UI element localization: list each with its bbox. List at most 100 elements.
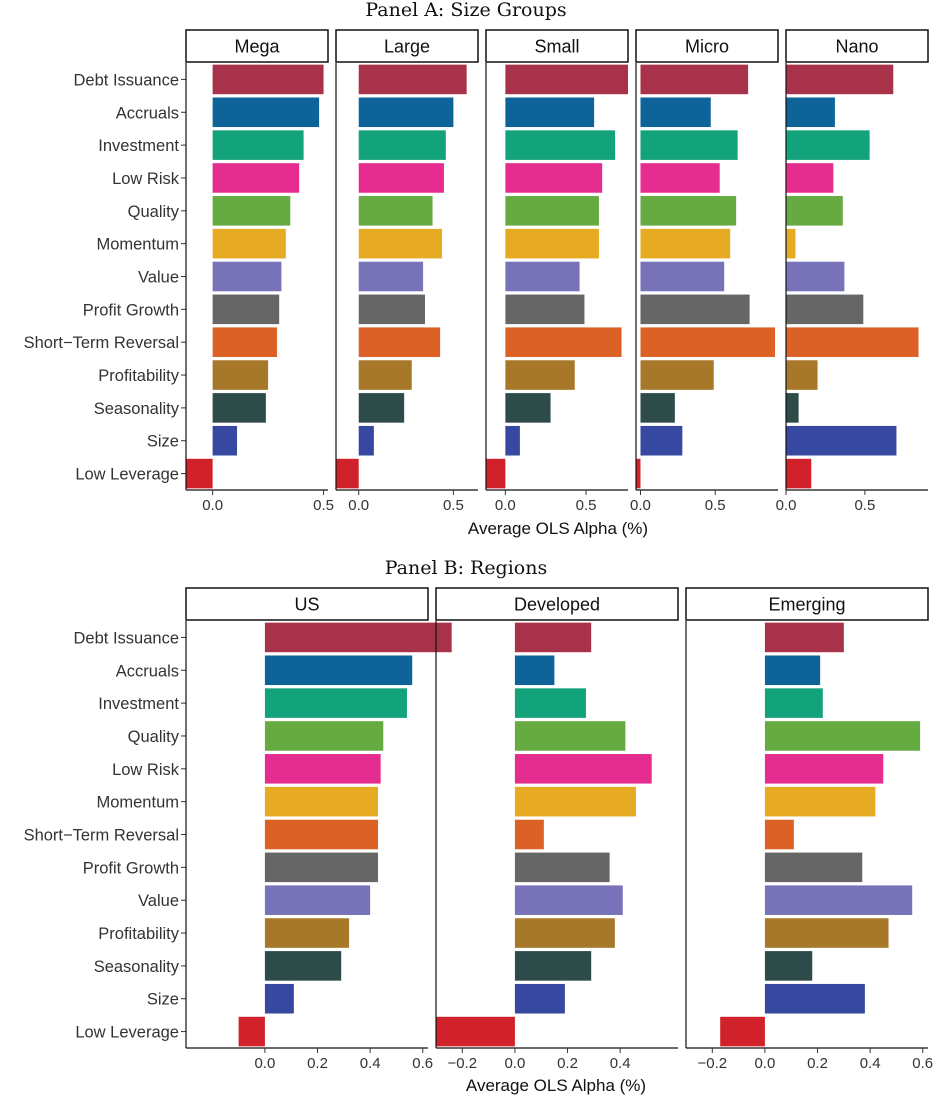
bar-investment — [786, 130, 870, 160]
bar-accruals — [764, 655, 821, 686]
bar-profitability — [212, 360, 269, 390]
y-tick-label-debt-issuance: Debt Issuance — [74, 71, 179, 89]
bar-profit-growth — [640, 294, 750, 325]
x-tick-label: 0.2 — [557, 1055, 578, 1072]
bar-profit-growth — [505, 294, 585, 325]
bar-low-leverage — [436, 1016, 515, 1047]
x-tick-label: 0.5 — [576, 497, 597, 514]
bar-seasonality — [505, 393, 551, 423]
bar-low-leverage — [186, 458, 213, 489]
y-tick-label-momentum: Momentum — [96, 794, 179, 812]
y-tick-label-accruals: Accruals — [116, 662, 179, 680]
bar-momentum — [505, 228, 599, 259]
bar-low-risk — [514, 754, 652, 784]
facet-strip-label: Micro — [685, 37, 729, 57]
facet-nano: Nano 0.0 0.5 — [776, 29, 929, 514]
y-tick-label-low-risk: Low Risk — [112, 170, 180, 188]
y-tick-label-momentum: Momentum — [96, 236, 179, 254]
bar-accruals — [786, 97, 835, 128]
bar-short-term-reversal — [764, 819, 794, 850]
facet-strip — [785, 29, 929, 63]
panel-a-title: Panel A: Size Groups — [365, 0, 566, 21]
y-tick-label-seasonality: Seasonality — [94, 400, 180, 418]
x-tick-label: 0.4 — [860, 1055, 881, 1072]
x-tick-label: 0.0 — [630, 497, 651, 514]
bar-value — [640, 261, 725, 292]
bar-short-term-reversal — [514, 819, 544, 850]
facet-strip — [185, 29, 329, 63]
bar-low-leverage — [336, 458, 359, 489]
bar-momentum — [264, 786, 379, 817]
bar-low-leverage — [786, 458, 812, 489]
bar-profitability — [764, 918, 889, 948]
bar-quality — [358, 196, 433, 226]
facet-strip-label: Mega — [234, 37, 280, 57]
facet-strip — [185, 587, 429, 621]
bar-value — [212, 261, 282, 292]
bar-debt-issuance — [786, 64, 894, 95]
y-tick-label-debt-issuance: Debt Issuance — [74, 629, 179, 647]
bar-debt-issuance — [264, 622, 452, 653]
bar-short-term-reversal — [264, 819, 379, 850]
bar-profit-growth — [212, 294, 280, 325]
bar-value — [505, 261, 580, 292]
y-tick-label-low-risk: Low Risk — [112, 761, 180, 779]
facet-strip — [635, 29, 779, 63]
bar-investment — [640, 130, 738, 160]
bar-short-term-reversal — [640, 327, 776, 357]
bar-profit-growth — [358, 294, 425, 325]
bar-accruals — [505, 97, 595, 128]
bar-profitability — [358, 360, 412, 390]
bar-quality — [514, 721, 626, 751]
bar-investment — [212, 130, 304, 160]
x-tick-label: 0.0 — [776, 497, 797, 514]
facet-strip-label: Emerging — [768, 595, 845, 615]
bar-value — [764, 885, 913, 915]
y-tick-label-quality: Quality — [128, 728, 180, 746]
y-tick-label-size: Size — [147, 433, 179, 451]
facet-micro: Micro 0.0 0.5 — [630, 29, 779, 514]
panel-b-title: Panel B: Regions — [385, 557, 547, 579]
y-tick-label-accruals: Accruals — [116, 104, 179, 122]
x-tick-label: 0.0 — [202, 497, 223, 514]
panel-b-x-axis-title: Average OLS Alpha (%) — [466, 1076, 646, 1095]
y-tick-label-size: Size — [147, 991, 179, 1009]
bar-seasonality — [212, 393, 266, 423]
facet-large: Large 0.0 0.5 — [335, 29, 479, 514]
facet-strip — [685, 587, 929, 621]
bar-low-leverage — [238, 1016, 265, 1047]
facet-strip-label: Large — [384, 37, 430, 57]
x-tick-label: −0.2 — [447, 1055, 477, 1072]
bar-profit-growth — [264, 852, 379, 883]
bar-seasonality — [358, 393, 405, 423]
bar-profit-growth — [764, 852, 863, 883]
y-tick-label-low-leverage: Low Leverage — [75, 1024, 179, 1042]
bar-short-term-reversal — [358, 327, 441, 357]
y-tick-label-investment: Investment — [98, 137, 179, 155]
facet-us: US 0.0 0.2 0.4 0.6 — [185, 587, 452, 1072]
bar-size — [786, 425, 897, 456]
bar-seasonality — [786, 393, 799, 423]
x-tick-label: 0.0 — [348, 497, 369, 514]
facet-developed: Developed −0.2 0.0 0.2 0.4 — [435, 587, 679, 1072]
bar-momentum — [514, 786, 636, 817]
facet-mega: Mega 0.0 0.5 — [185, 29, 334, 514]
bar-low-risk — [786, 163, 834, 193]
facet-strip — [435, 587, 679, 621]
bar-quality — [212, 196, 291, 226]
bar-quality — [764, 721, 921, 751]
bar-size — [764, 983, 865, 1014]
bar-low-leverage — [720, 1016, 765, 1047]
x-tick-label: 0.5 — [313, 497, 334, 514]
bar-value — [786, 261, 845, 292]
y-tick-label-short-term-reversal: Short−Term Reversal — [24, 334, 179, 352]
bar-accruals — [358, 97, 454, 128]
bar-accruals — [212, 97, 320, 128]
bar-seasonality — [764, 951, 813, 981]
bar-value — [264, 885, 371, 915]
x-tick-label: 0.0 — [254, 1055, 275, 1072]
bar-low-leverage — [636, 458, 641, 489]
bar-debt-issuance — [358, 64, 467, 95]
facet-strip-label: Small — [534, 37, 579, 57]
